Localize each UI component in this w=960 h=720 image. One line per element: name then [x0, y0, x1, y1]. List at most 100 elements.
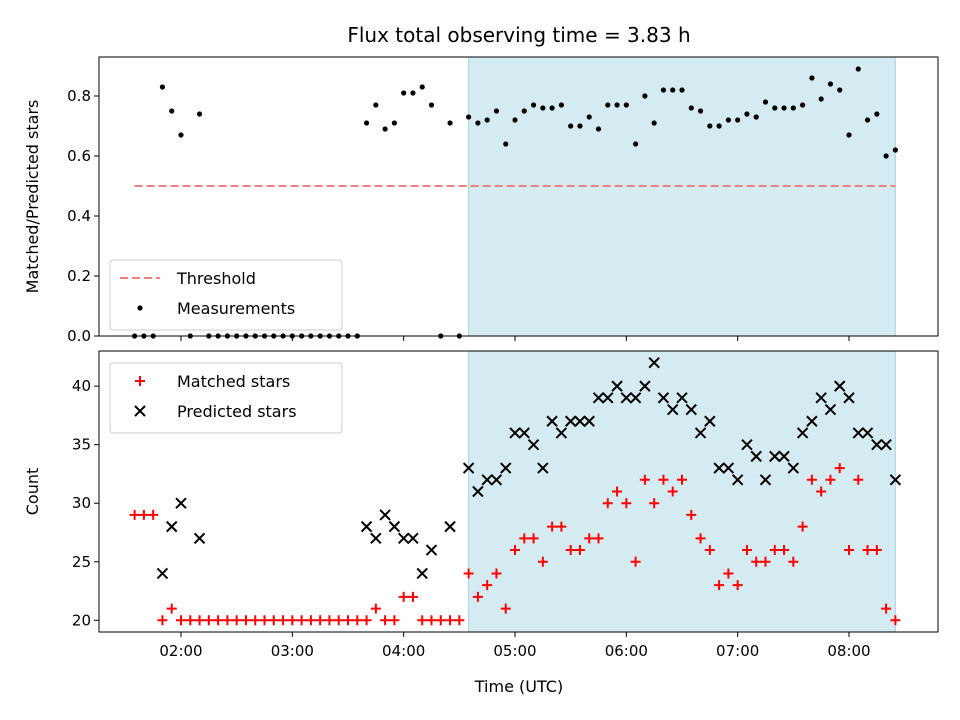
measurement-point	[373, 102, 379, 108]
legend-marker-swatch	[134, 405, 146, 417]
predicted-star-point	[852, 427, 864, 439]
predicted-star-point	[731, 474, 744, 486]
y-tick-label: 20	[72, 611, 91, 629]
measurement-point	[846, 132, 852, 138]
legend-label: Threshold	[176, 269, 256, 288]
predicted-star-point	[713, 462, 725, 474]
x-tick-label: 05:00	[493, 642, 536, 660]
predicted-star-point	[379, 509, 391, 521]
matched-star-point	[259, 615, 270, 626]
predicted-star-point	[444, 520, 456, 533]
predicted-star-point	[509, 427, 521, 439]
matched-star-point	[472, 591, 483, 602]
legend-box	[109, 362, 343, 434]
matched-star-point	[537, 556, 548, 567]
matched-star-point	[231, 615, 242, 626]
matched-star-point	[194, 615, 205, 626]
y-tick-label: 0.6	[67, 147, 91, 165]
predicted-star-point	[639, 380, 651, 392]
matched-star-point	[185, 615, 196, 626]
matched-star-point	[407, 591, 418, 602]
measurement-point	[391, 120, 397, 126]
predicted-star-point	[462, 462, 475, 474]
y-tick-label: 25	[72, 553, 91, 571]
predicted-star-point	[583, 415, 595, 427]
measurement-point	[892, 147, 898, 153]
predicted-star-point	[407, 532, 419, 545]
measurement-point	[707, 123, 713, 129]
measurement-point	[447, 120, 453, 126]
measurement-point	[781, 105, 787, 111]
measurement-point	[864, 117, 871, 123]
predicted-star-point	[648, 357, 660, 369]
matched-star-point	[834, 463, 845, 474]
matched-star-point	[240, 615, 251, 626]
count-legend: Matched stars Predicted stars	[109, 362, 343, 434]
measurement-point	[753, 114, 759, 120]
predicted-star-point	[472, 485, 484, 498]
measurement-point	[401, 90, 407, 96]
x-tick-label: 02:00	[159, 642, 202, 660]
matched-star-point	[333, 615, 344, 626]
predicted-star-point	[815, 392, 827, 404]
predicted-star-point	[750, 450, 762, 463]
predicted-star-point	[796, 427, 809, 439]
x-tick-label: 03:00	[271, 642, 314, 660]
matched-star-point	[871, 545, 882, 556]
predicted-star-point	[175, 497, 187, 509]
matched-star-point	[454, 615, 465, 626]
predicted-star-point	[527, 438, 540, 451]
matched-star-point	[565, 545, 576, 556]
predicted-star-point	[537, 462, 549, 474]
measurement-point	[410, 90, 416, 96]
matched-star-point	[862, 545, 873, 556]
matched-star-point	[463, 568, 474, 579]
legend-marker-swatch	[135, 376, 145, 386]
measurement-point	[800, 102, 806, 108]
predicted-star-point	[425, 544, 438, 556]
matched-star-point	[695, 533, 706, 544]
measurement-point	[790, 105, 796, 111]
predicted-star-point	[676, 392, 688, 404]
predicted-star-point	[370, 532, 382, 545]
y-tick-label: 40	[72, 377, 91, 395]
measurement-point	[883, 153, 889, 159]
matched-star-point	[324, 615, 335, 626]
measurement-point	[530, 102, 537, 108]
measurement-point	[595, 126, 602, 132]
legend-marker-swatch	[137, 305, 143, 311]
measurement-point	[178, 132, 184, 138]
matched-star-point	[213, 615, 224, 626]
predicted-star-point	[704, 415, 716, 427]
matched-star-point	[445, 615, 456, 626]
predicted-star-point	[388, 520, 401, 533]
matched-star-point	[704, 545, 715, 556]
predicted-star-point	[657, 392, 670, 404]
predicted-star-point	[889, 474, 902, 486]
measurement-point	[688, 105, 694, 111]
matched-star-point	[890, 615, 901, 626]
matched-star-point	[203, 615, 214, 626]
matched-star-point	[741, 545, 752, 556]
measurement-point	[428, 102, 435, 108]
matched-star-point	[343, 615, 353, 626]
matched-star-point	[417, 615, 428, 626]
matched-star-point	[677, 474, 687, 485]
matched-star-point	[639, 474, 650, 485]
measurement-point	[679, 87, 685, 93]
matched-star-point	[500, 603, 511, 614]
matched-star-point	[519, 533, 530, 544]
matched-star-point	[370, 603, 381, 614]
measurement-point	[809, 75, 815, 81]
matched-star-point	[779, 545, 790, 556]
predicted-star-point	[843, 392, 855, 404]
matched-star-point	[296, 615, 307, 626]
y-tick-label: 0.8	[67, 87, 91, 105]
predicted-star-point	[490, 474, 503, 486]
x-tick-label: 07:00	[716, 642, 759, 660]
predicted-star-point	[769, 450, 781, 463]
matched-star-point	[732, 580, 743, 591]
y-tick-label: 35	[72, 436, 91, 454]
matched-star-point	[148, 509, 159, 520]
